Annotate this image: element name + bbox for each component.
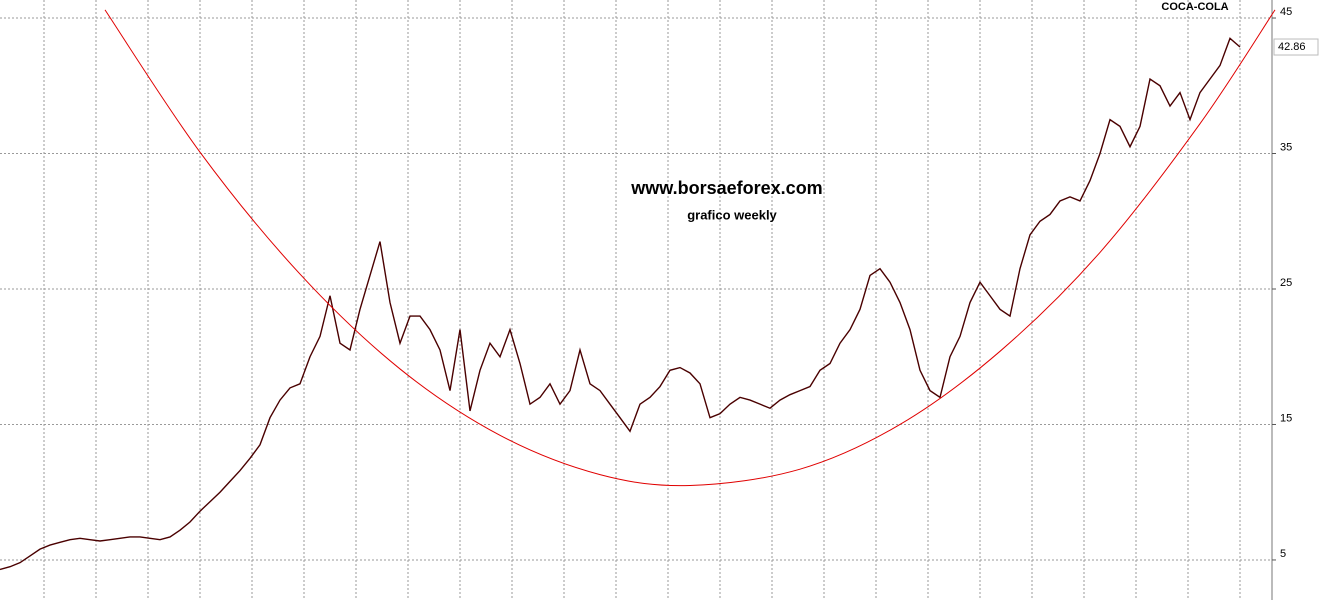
y-tick-label: 25 [1280, 277, 1292, 289]
subtitle-annotation: grafico weekly [687, 207, 777, 222]
y-tick-label: 15 [1280, 412, 1292, 424]
vertical-grid [43, 0, 1241, 600]
y-tick-label: 35 [1280, 141, 1292, 153]
website-annotation: www.borsaeforex.com [630, 178, 822, 198]
last-price-box [1273, 38, 1319, 56]
price-line [0, 37, 1241, 571]
y-tick-label: 5 [1280, 548, 1286, 560]
chart-title: COCA-COLA [1161, 1, 1228, 13]
last-price-label: 42.86 [1278, 41, 1306, 53]
trendline [104, 9, 1276, 487]
y-tick-label: 45 [1280, 6, 1292, 18]
